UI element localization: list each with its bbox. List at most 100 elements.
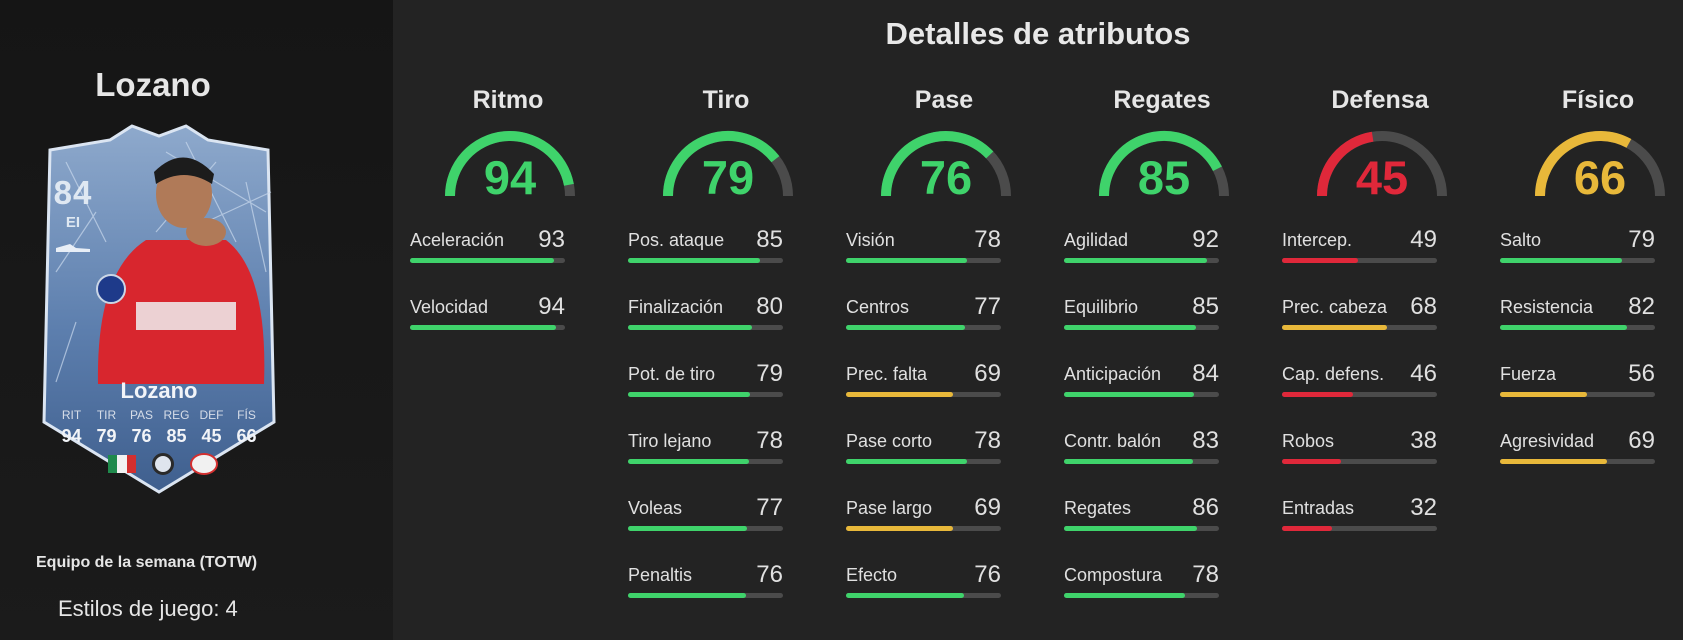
attribute-bar — [1064, 392, 1219, 397]
attribute-name: Pase corto — [846, 431, 933, 451]
attribute-name: Fuerza — [1500, 364, 1557, 384]
attribute-value: 32 — [1410, 494, 1437, 521]
eredivisie-logo-icon — [152, 453, 174, 475]
attribute-bar — [846, 593, 1001, 598]
attribute-value: 92 — [1192, 226, 1219, 253]
attribute-value: 77 — [756, 494, 783, 521]
attribute-row: Equilibrio 85 — [1064, 293, 1219, 335]
attribute-bar — [1064, 526, 1219, 531]
card-rating: 84 — [53, 174, 93, 211]
card-stat-value: 76 — [131, 426, 152, 446]
attribute-bar-fill — [1282, 459, 1341, 464]
card-stat-label: FÍS — [237, 408, 256, 422]
player-panel: Lozano 84 — [0, 0, 393, 640]
category-gauge: 85 — [1094, 126, 1234, 204]
attribute-bar — [628, 258, 783, 263]
card-stat-label: PAS — [129, 408, 154, 422]
attribute-bar-fill — [1064, 392, 1195, 397]
category-rating: 76 — [919, 151, 973, 204]
attribute-bar-fill — [628, 593, 746, 598]
attribute-value: 78 — [756, 427, 783, 454]
attribute-bar — [1282, 392, 1437, 397]
attribute-value: 46 — [1410, 360, 1437, 387]
attribute-bar-fill — [846, 459, 967, 464]
attribute-row: Agilidad 92 — [1064, 226, 1219, 268]
gauge-fill — [1317, 131, 1374, 197]
card-stat-value: 66 — [236, 426, 257, 446]
attribute-value: 85 — [756, 226, 783, 253]
category-name: Defensa — [1331, 86, 1429, 114]
mexico-flag-icon — [108, 455, 136, 473]
attribute-name: Agilidad — [1064, 230, 1129, 250]
category-gauge: 66 — [1530, 126, 1670, 204]
attribute-bar-fill — [628, 459, 749, 464]
attribute-bar — [846, 526, 1001, 531]
attribute-value: 68 — [1410, 293, 1437, 320]
attribute-bar-fill — [1064, 526, 1198, 531]
attribute-bar — [628, 526, 783, 531]
player-image — [97, 157, 265, 384]
attribute-value: 78 — [974, 226, 1001, 253]
attribute-value: 77 — [974, 293, 1001, 320]
card-stat-label: DEF — [199, 408, 224, 422]
attribute-value: 93 — [538, 226, 565, 253]
attribute-value: 78 — [974, 427, 1001, 454]
attribute-value: 69 — [974, 360, 1001, 387]
attribute-row: Prec. falta 69 — [846, 360, 1001, 402]
gauge-fill — [445, 131, 574, 197]
attribute-row: Cap. defens. 46 — [1282, 360, 1437, 402]
attribute-name: Voleas — [628, 498, 683, 518]
league-badge-icon — [96, 274, 126, 304]
attribute-value: 85 — [1192, 293, 1219, 320]
attribute-bar — [1500, 392, 1655, 397]
attribute-name: Compostura — [1064, 565, 1163, 585]
attribute-name: Efecto — [846, 565, 898, 585]
attribute-bar-fill — [1282, 325, 1388, 330]
attribute-name: Finalización — [628, 297, 724, 317]
attribute-bar — [628, 392, 783, 397]
attribute-bar-fill — [410, 258, 555, 263]
attributes-title: Detalles de atributos — [885, 16, 1191, 51]
attribute-bar-fill — [846, 593, 964, 598]
gauge-fill — [881, 131, 994, 197]
attribute-name: Anticipación — [1064, 364, 1162, 384]
attribute-bar — [1064, 459, 1219, 464]
category-rating: 85 — [1137, 151, 1191, 204]
attribute-name: Intercep. — [1282, 230, 1353, 250]
attribute-row: Resistencia 82 — [1500, 293, 1655, 335]
attribute-bar — [1500, 325, 1655, 330]
attribute-value: 79 — [1628, 226, 1655, 253]
card-stats: RIT 94 TIR 79 PAS 76 REG 85 DEF 45 FÍS 6… — [54, 408, 264, 447]
attribute-value: 69 — [974, 494, 1001, 521]
attribute-bar — [846, 392, 1001, 397]
attribute-bar-fill — [1064, 258, 1207, 263]
attribute-value: 82 — [1628, 293, 1655, 320]
attribute-bar — [1282, 258, 1437, 263]
card-frame — [42, 124, 276, 494]
attribute-value: 49 — [1410, 226, 1437, 253]
attribute-name: Pot. de tiro — [628, 364, 716, 384]
attribute-bar — [1282, 325, 1437, 330]
player-card[interactable]: 84 EI Lozano RIT 94 TIR 79 PAS 76 REG 85 — [36, 122, 282, 494]
category-name: Físico — [1561, 86, 1635, 114]
attribute-name: Pos. ataque — [628, 230, 725, 250]
attribute-bar-fill — [410, 325, 556, 330]
attribute-bar-fill — [1282, 392, 1354, 397]
attribute-name: Contr. balón — [1064, 431, 1162, 451]
attribute-bar — [1064, 593, 1219, 598]
attribute-value: 83 — [1192, 427, 1219, 454]
attribute-row: Intercep. 49 — [1282, 226, 1437, 268]
attribute-row: Finalización 80 — [628, 293, 783, 335]
card-stat-value: 94 — [61, 426, 82, 446]
attribute-bar — [628, 593, 783, 598]
attribute-name: Aceleración — [410, 230, 505, 250]
category-gauge: 79 — [658, 126, 798, 204]
attribute-row: Aceleración 93 — [410, 226, 565, 268]
card-stat-value: 85 — [166, 426, 187, 446]
attribute-row: Efecto 76 — [846, 561, 1001, 603]
attribute-bar-fill — [1500, 258, 1623, 263]
attribute-value: 80 — [756, 293, 783, 320]
attribute-row: Pot. de tiro 79 — [628, 360, 783, 402]
attribute-name: Salto — [1500, 230, 1542, 250]
category-gauge: 45 — [1312, 126, 1452, 204]
